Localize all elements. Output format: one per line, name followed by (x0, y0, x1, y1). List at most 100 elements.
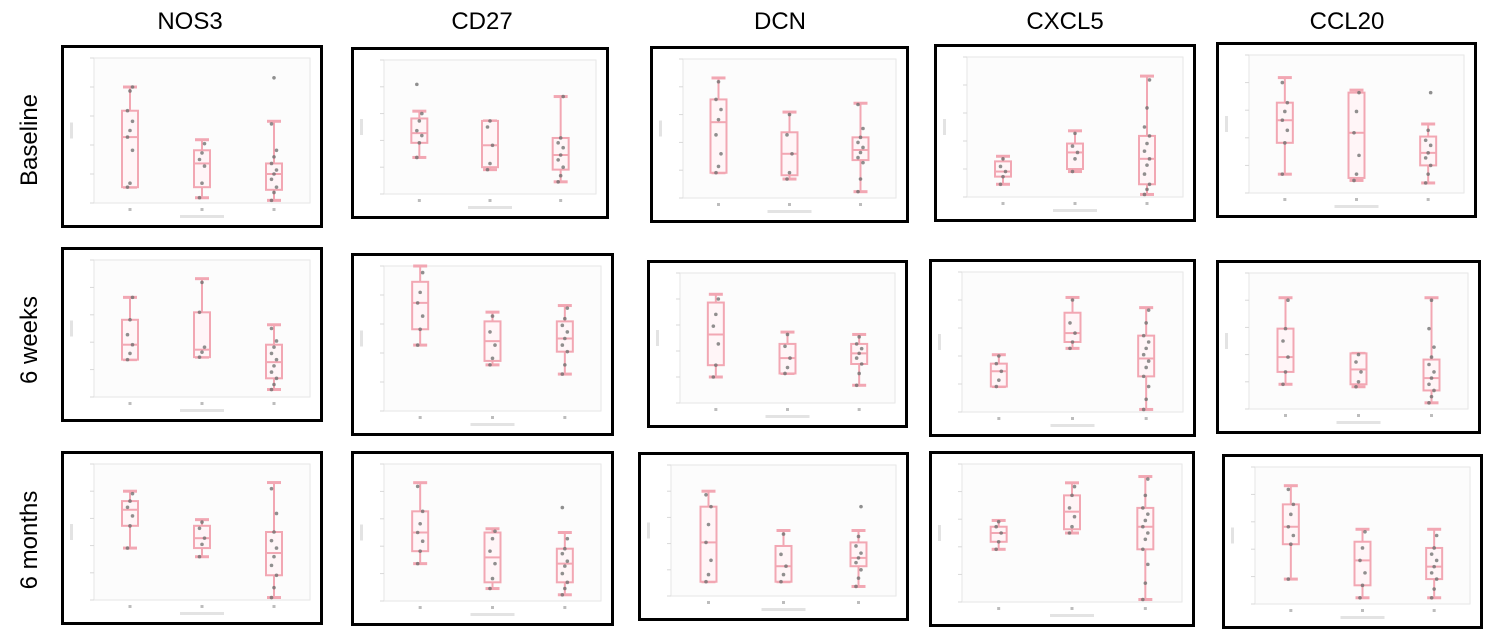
box-group-2 (1353, 527, 1372, 612)
iqr-box (193, 311, 211, 359)
data-point (714, 363, 718, 367)
data-point (1428, 143, 1433, 148)
data-point (274, 148, 279, 153)
data-point (420, 111, 424, 116)
data-point (274, 185, 279, 189)
box-group-2 (1063, 481, 1081, 610)
boxplot-svg (70, 463, 311, 615)
panel-nos3-baseline (61, 45, 323, 228)
boxplot-svg (70, 259, 311, 412)
data-point (485, 125, 490, 129)
data-point (269, 370, 274, 374)
y-axis-title-mark (659, 120, 662, 137)
iqr-box (121, 109, 139, 189)
x-tick-2 (491, 606, 494, 609)
x-tick-1 (714, 408, 718, 411)
data-point (1432, 345, 1436, 349)
data-point (272, 75, 276, 80)
data-point (130, 514, 135, 518)
data-point (565, 330, 570, 334)
box-group-2 (193, 277, 211, 405)
data-point (485, 167, 490, 172)
box-group-3 (265, 75, 283, 211)
data-point (1285, 100, 1290, 105)
x-tick-3 (1430, 414, 1433, 417)
x-tick-2 (786, 408, 789, 411)
data-point (269, 538, 274, 543)
data-point (704, 492, 708, 497)
data-point (269, 595, 274, 600)
data-point (125, 546, 130, 550)
data-point (272, 382, 276, 387)
data-point (1427, 401, 1431, 405)
data-point (197, 310, 202, 315)
iqr-box (1422, 358, 1441, 392)
data-point (417, 119, 422, 123)
y-axis-title-mark (360, 524, 363, 541)
data-point (560, 323, 565, 328)
data-point (706, 522, 711, 527)
iqr-box (481, 119, 499, 169)
data-point (558, 153, 563, 157)
x-tick-3 (563, 416, 567, 419)
data-point (415, 343, 420, 347)
data-point (1068, 321, 1072, 325)
data-point (1423, 156, 1428, 160)
y-axis-title-mark (1225, 333, 1228, 349)
data-point (1146, 562, 1150, 567)
data-point (563, 586, 567, 591)
box-group-1 (121, 295, 139, 405)
x-tick-2 (1071, 417, 1074, 420)
x-axis-title-mark (765, 415, 810, 418)
data-point (488, 586, 492, 591)
data-point (1141, 524, 1145, 529)
boxplot-svg (656, 272, 896, 418)
data-point (714, 97, 718, 102)
x-axis-title-mark (1334, 205, 1379, 208)
data-point (1141, 407, 1146, 412)
data-point (994, 384, 999, 389)
data-point (418, 290, 422, 295)
data-point (1429, 552, 1434, 556)
data-point (709, 504, 713, 509)
data-point (1141, 352, 1146, 357)
data-point (1001, 174, 1005, 179)
box-group-1 (411, 481, 430, 609)
data-point (781, 572, 786, 577)
panel-cd27-baseline (351, 47, 609, 219)
data-point (420, 314, 425, 318)
data-point (269, 198, 274, 203)
data-point (272, 190, 276, 195)
data-point (269, 351, 274, 356)
iqr-box (849, 541, 868, 568)
data-point (274, 511, 279, 516)
data-point (1360, 583, 1365, 588)
data-point (1426, 172, 1430, 176)
data-point (856, 189, 860, 194)
data-point (558, 136, 563, 140)
box-group-3 (1422, 296, 1441, 417)
data-point (1144, 365, 1148, 370)
data-point (1358, 595, 1362, 600)
panel-ccl20-6-months (1222, 454, 1483, 629)
data-point (859, 362, 864, 366)
data-point (1143, 493, 1148, 498)
data-point (563, 336, 567, 341)
data-point (1356, 352, 1361, 357)
data-point (200, 542, 204, 547)
x-axis-title-mark (470, 613, 515, 616)
data-point (1434, 577, 1439, 581)
data-point (1363, 571, 1367, 575)
data-point (1434, 558, 1439, 563)
data-point (719, 151, 723, 156)
box-group-1 (1276, 296, 1295, 417)
y-axis-title-mark (70, 320, 73, 337)
data-point (1070, 169, 1075, 174)
data-point (709, 558, 713, 563)
column-label-ccl20: CCL20 (1309, 8, 1385, 35)
data-point (1426, 151, 1430, 155)
data-point (1141, 597, 1145, 602)
data-point (565, 559, 570, 563)
box-group-1 (121, 489, 139, 608)
data-point (859, 504, 863, 509)
